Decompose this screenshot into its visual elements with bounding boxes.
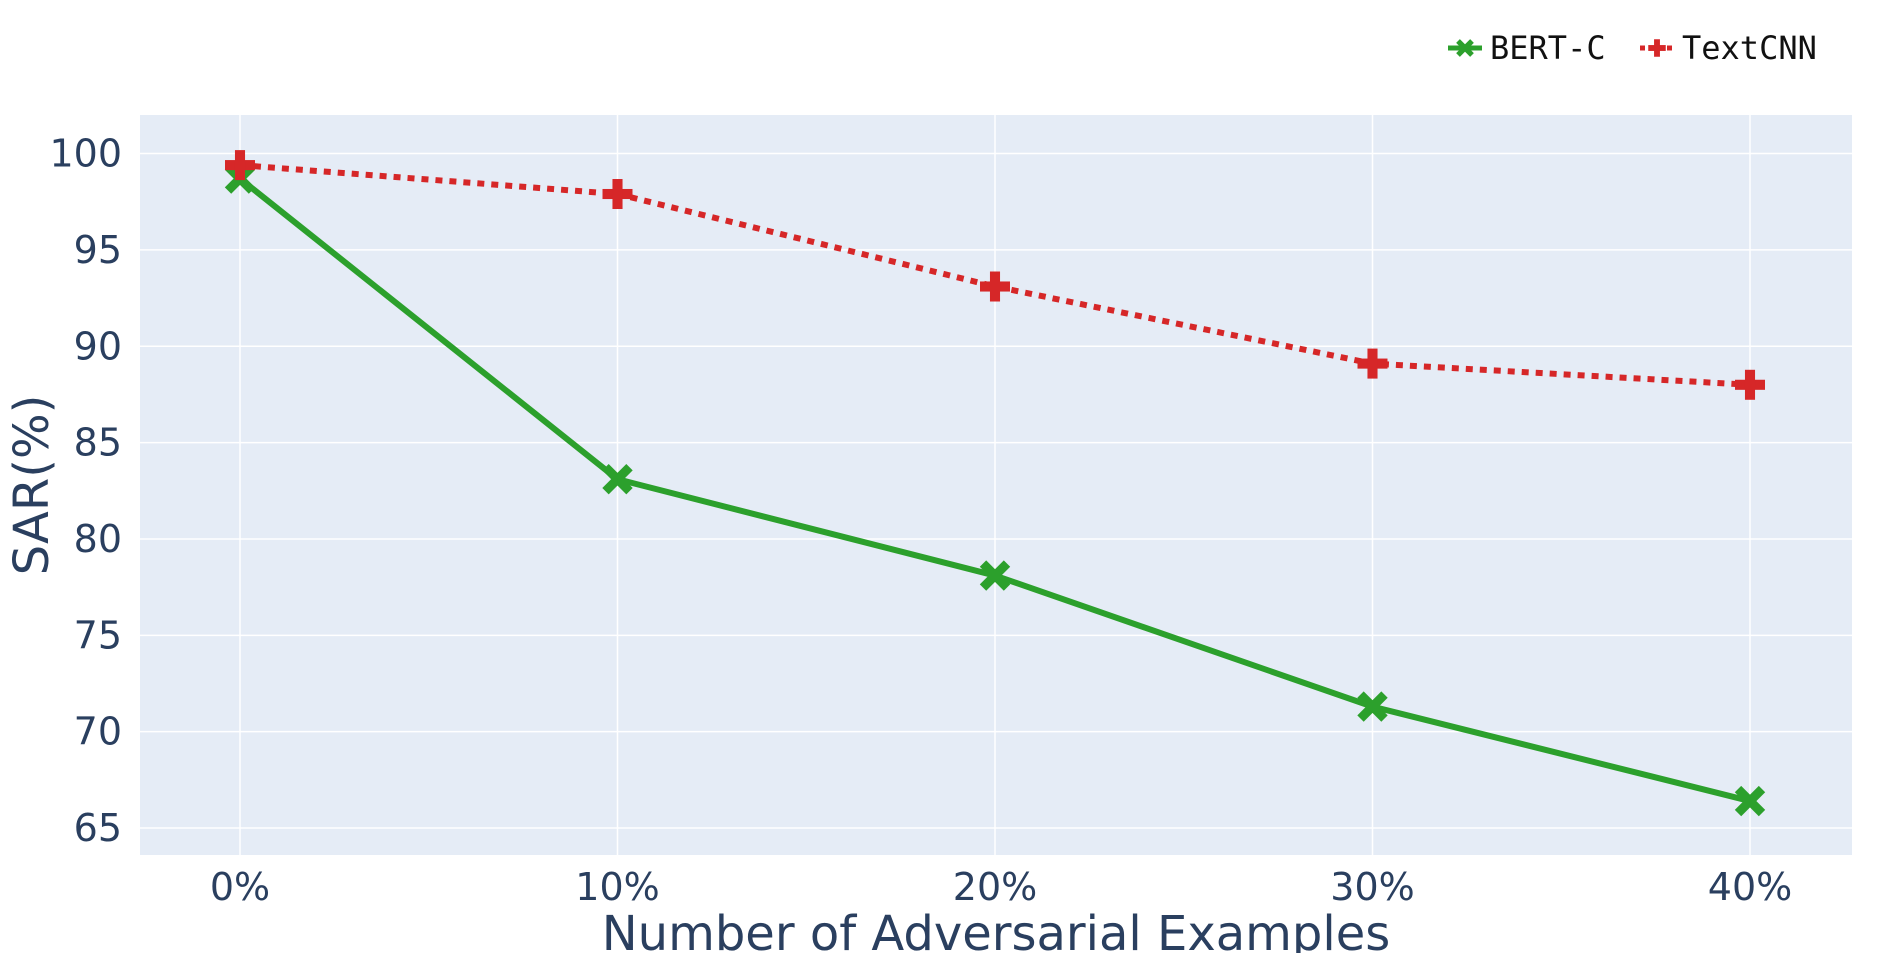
data-point-bert-c: [979, 560, 1011, 591]
legend-marker-bert-c-stroke: [1456, 39, 1474, 57]
data-point-textcnn: [225, 150, 255, 181]
legend-marker-bert-c: [1456, 39, 1474, 57]
data-point-textcnn-bar: [989, 271, 1001, 302]
data-point-bert-c-stroke: [1357, 691, 1388, 722]
y-tick-label: 65: [74, 806, 122, 850]
x-tick-label: 20%: [953, 865, 1037, 909]
y-tick-label: 95: [74, 228, 122, 272]
data-point-textcnn-bar: [612, 179, 623, 210]
y-tick-label: 70: [74, 710, 122, 754]
data-point-textcnn: [1357, 348, 1388, 379]
data-point-textcnn: [1735, 369, 1765, 400]
data-point-bert-c-stroke: [602, 464, 633, 495]
y-axis-title: SAR(%): [4, 395, 60, 576]
legend-label-textcnn: TextCNN: [1682, 29, 1817, 67]
x-axis-title: Number of Adversarial Examples: [602, 906, 1390, 953]
data-point-textcnn: [602, 179, 633, 210]
data-point-textcnn: [980, 271, 1010, 302]
legend: BERT-C TextCNN: [1448, 29, 1817, 67]
y-tick-label: 90: [74, 324, 122, 368]
y-tick-label: 100: [49, 132, 122, 176]
y-tick-label: 80: [74, 517, 122, 561]
data-point-bert-c: [1357, 691, 1388, 722]
x-tick-label: 40%: [1708, 865, 1792, 909]
data-point-bert-c-stroke: [1734, 785, 1766, 817]
legend-label-bert-c: BERT-C: [1490, 29, 1606, 67]
y-tick-labels: 65 70 75 80 85 90 95 100: [49, 132, 122, 850]
legend-marker-textcnn-bar: [1654, 39, 1660, 57]
y-tick-label: 75: [74, 613, 122, 657]
data-point-textcnn-bar: [234, 150, 246, 181]
x-tick-label: 10%: [575, 865, 659, 909]
series-markers: [224, 150, 1766, 817]
x-tick-labels: 0% 10% 20% 30% 40%: [210, 865, 1792, 909]
data-point-bert-c-stroke: [979, 560, 1011, 591]
x-tick-label: 30%: [1330, 865, 1414, 909]
plot-area: [140, 115, 1852, 855]
data-point-textcnn-bar: [1744, 369, 1756, 400]
y-tick-label: 85: [74, 421, 122, 465]
series-line-textcnn: [239, 162, 1751, 388]
x-tick-label: 0%: [210, 865, 270, 909]
legend-marker-textcnn: [1648, 39, 1666, 57]
data-point-bert-c: [602, 464, 633, 495]
grid: [140, 115, 1852, 855]
data-point-textcnn-bar: [1367, 348, 1378, 379]
data-point-bert-c: [1734, 785, 1766, 817]
